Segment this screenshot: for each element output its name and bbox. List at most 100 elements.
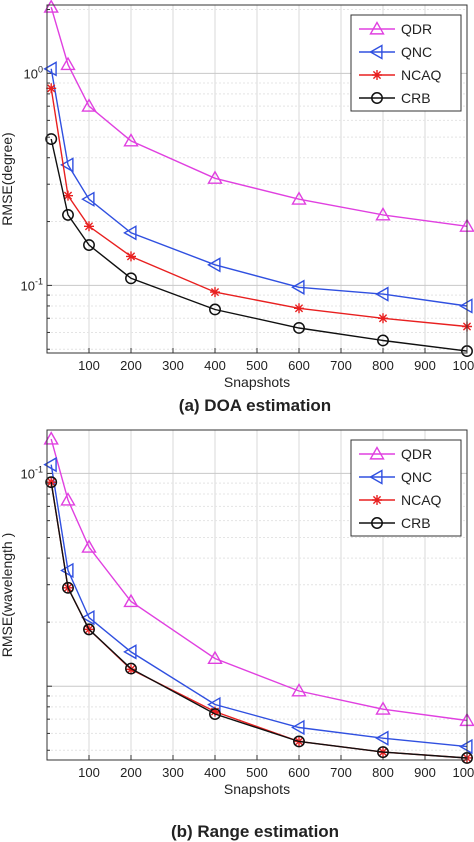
series-line-qdr — [50, 7, 468, 227]
data-point-qnc — [81, 609, 95, 626]
series-qnc — [43, 456, 473, 755]
x-tick-label: 100 — [78, 765, 100, 780]
data-point-qnc — [81, 191, 95, 207]
plot-frame — [46, 429, 468, 761]
data-point-qdr — [375, 701, 391, 715]
x-tick-label: 400 — [204, 358, 226, 373]
x-tick-label: 500 — [246, 765, 268, 780]
data-point-crb — [83, 623, 95, 636]
data-point-qnc — [291, 719, 305, 736]
legend-label-qnc: QNC — [401, 469, 432, 485]
legend-label-ncaq: NCAQ — [401, 67, 442, 83]
y-tick-label: 10-1 — [21, 464, 43, 481]
data-point-qdr — [43, 431, 59, 445]
data-point-qdr — [207, 170, 223, 184]
legend-marker-qdr — [369, 21, 385, 35]
data-point-qdr — [81, 539, 97, 553]
x-tick-label: 900 — [414, 765, 436, 780]
data-point-qnc — [43, 456, 57, 473]
data-point-ncaq — [46, 83, 57, 94]
data-point-crb — [62, 208, 74, 221]
data-point-crb — [209, 708, 221, 720]
data-point-qnc — [60, 562, 74, 579]
data-point-qnc — [207, 696, 221, 713]
legend-marker-qnc — [369, 44, 383, 60]
series-line-qnc — [50, 464, 468, 748]
legend-box — [350, 14, 462, 112]
x-axis-label: Snapshots — [224, 374, 290, 390]
data-point-crb — [62, 581, 74, 594]
legend-marker-crb — [371, 517, 383, 529]
data-point-qdr — [123, 593, 139, 608]
x-axis-label: Snapshots — [224, 781, 290, 797]
caption-range: (b) Range estimation — [171, 822, 339, 841]
data-point-crb — [125, 272, 137, 285]
data-point-qdr — [291, 683, 307, 697]
data-point-ncaq — [63, 190, 73, 201]
data-point-crb — [377, 746, 389, 759]
x-tick-label: 600 — [288, 765, 310, 780]
data-point-qnc — [123, 644, 137, 660]
chart-doa-estimation: 100 200 300 400 500 600 700 800 900 1000 10-1 100 Sn… — [0, 0, 474, 390]
caption-doa: (a) DOA estimation — [179, 396, 331, 415]
x-tick-label: 400 — [204, 765, 226, 780]
data-point-crb — [125, 662, 137, 675]
data-point-ncaq — [84, 221, 94, 232]
y-tick-label: 10-1 — [21, 276, 43, 293]
data-point-crb — [209, 303, 221, 316]
y-axis-label: RMSE(degree) — [0, 132, 15, 225]
legend-marker-ncaq — [372, 495, 382, 505]
chart-range-estimation: 100 200 300 400 500 600 700 800 900 1000 10-1 Snaps… — [0, 429, 474, 797]
y-tick-label: 100 — [24, 64, 43, 81]
legend-marker-crb — [371, 92, 383, 104]
data-point-qdr — [43, 0, 59, 13]
data-point-qdr — [60, 492, 76, 506]
x-tick-label: 1000 — [453, 765, 474, 780]
x-tick-label: 800 — [372, 765, 394, 780]
data-point-crb — [45, 133, 58, 145]
plot-frame — [46, 4, 468, 354]
data-point-ncaq — [294, 303, 304, 314]
legend-box — [350, 439, 462, 537]
legend: QDR QNC NCAQ CRB — [350, 14, 462, 112]
data-point-qnc — [459, 738, 473, 755]
legend-label-qnc: QNC — [401, 44, 432, 60]
data-point-ncaq — [378, 313, 388, 324]
data-point-qnc — [375, 730, 389, 746]
series-line-qdr — [50, 438, 468, 722]
legend-marker-qdr — [369, 446, 385, 460]
x-tick-label: 300 — [162, 358, 184, 373]
x-tick-label: 300 — [162, 765, 184, 780]
series-crb — [45, 133, 473, 358]
x-tick-label: 700 — [330, 765, 352, 780]
data-point-qdr — [123, 133, 139, 147]
data-point-ncaq — [126, 251, 136, 262]
x-tick-label: 1000 — [453, 358, 474, 373]
data-point-qnc — [375, 286, 389, 302]
series-line-crb — [50, 138, 468, 352]
series-qdr — [43, 0, 474, 232]
legend-label-qdr: QDR — [401, 21, 432, 37]
series-line-ncaq — [50, 88, 468, 328]
data-point-qnc — [291, 279, 305, 295]
data-point-crb — [293, 322, 305, 334]
legend-label-crb: CRB — [401, 90, 431, 106]
data-point-qdr — [60, 56, 76, 71]
x-tick-label: 600 — [288, 358, 310, 373]
series-qnc — [43, 61, 473, 314]
data-point-qnc — [60, 157, 74, 173]
data-point-crb — [377, 334, 389, 347]
x-tick-label: 900 — [414, 358, 436, 373]
data-point-qdr — [207, 650, 223, 665]
x-tick-label: 800 — [372, 358, 394, 373]
data-point-crb — [83, 239, 95, 251]
data-point-qdr — [81, 98, 97, 112]
legend-label-crb: CRB — [401, 515, 431, 531]
series-crb — [45, 476, 473, 764]
data-point-qnc — [459, 298, 473, 314]
x-tick-label: 700 — [330, 358, 352, 373]
data-point-crb — [45, 476, 58, 489]
series-line-crb — [50, 481, 468, 759]
x-tick-label: 500 — [246, 358, 268, 373]
